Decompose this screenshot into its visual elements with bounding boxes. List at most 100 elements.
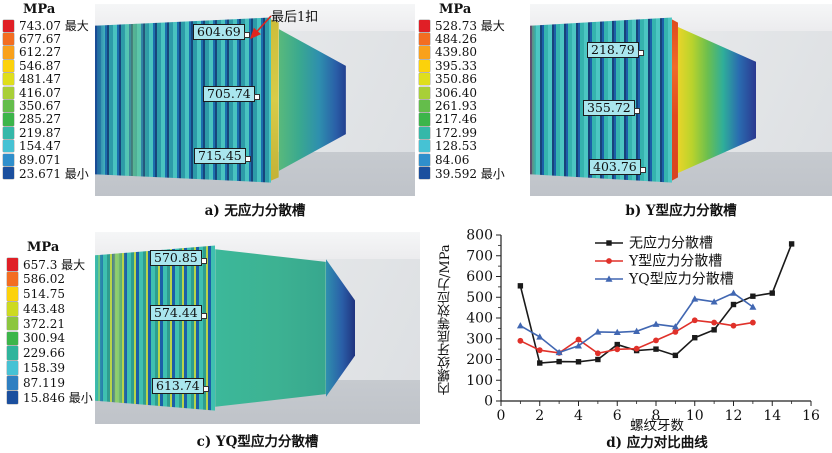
colorbar-b-swatch bbox=[419, 32, 430, 46]
colorbar-b-value: 395.33 bbox=[435, 58, 477, 73]
colorbar-c-swatch bbox=[7, 346, 18, 360]
x-tick-label: 2 bbox=[535, 408, 544, 424]
series-marker-无应力分散槽 bbox=[517, 283, 524, 289]
series-marker-无应力分散槽 bbox=[769, 290, 775, 296]
colorbar-a-swatch bbox=[3, 113, 14, 126]
colorbar-b-entry: 84.06 bbox=[419, 152, 527, 167]
probe-b-1: 218.79 bbox=[587, 42, 644, 58]
y-axis-title: 内螺纹牙底等效应力/MPa bbox=[438, 244, 453, 396]
colorbar-a-value: 219.87 bbox=[19, 125, 61, 140]
colorbar-c-value: 87.119 bbox=[23, 375, 65, 390]
x-tick-label: 10 bbox=[686, 408, 704, 424]
colorbar-c-value: 158.39 bbox=[23, 360, 65, 375]
colorbar-a-entry: 612.27 bbox=[3, 45, 95, 60]
series-marker-YQ型应力分散槽 bbox=[613, 328, 621, 336]
colorbar-c-swatch bbox=[7, 331, 18, 346]
probe-c-3: 613.74 bbox=[152, 378, 209, 394]
caption-a: a) 无应力分散槽 bbox=[204, 203, 306, 219]
y-tick-label: 200 bbox=[466, 352, 493, 368]
legend-label: 无应力分散槽 bbox=[629, 235, 713, 252]
series-marker-无应力分散槽 bbox=[556, 358, 562, 365]
series-marker-YQ型应力分散槽 bbox=[633, 327, 641, 334]
series-marker-Y型应力分散槽 bbox=[575, 336, 582, 343]
model-b: 218.79 355.72 403.76 bbox=[530, 4, 832, 196]
colorbar-a-value: 612.27 bbox=[19, 45, 61, 60]
series-marker-无应力分散槽 bbox=[750, 293, 756, 299]
colorbar-a-value: 416.07 bbox=[19, 85, 61, 100]
colorbar-b-entry: 484.26 bbox=[419, 32, 527, 46]
colorbar-a-swatch bbox=[3, 99, 14, 113]
series-marker-无应力分散槽 bbox=[595, 356, 601, 363]
colorbar-c-unit: MPa bbox=[27, 240, 60, 255]
colorbar-a-value: 23.671 最小 bbox=[19, 166, 89, 181]
colorbar-b-value: 172.99 bbox=[435, 125, 477, 140]
series-marker-无应力分散槽 bbox=[575, 359, 582, 365]
colorbar-c-entry: 300.94 bbox=[7, 331, 99, 346]
colorbar-b-entry: 172.99 bbox=[419, 125, 527, 140]
series-marker-无应力分散槽 bbox=[653, 346, 659, 352]
colorbar-b-swatch bbox=[419, 19, 430, 32]
y-tick-label: 300 bbox=[466, 331, 493, 347]
series-marker-Y型应力分散槽 bbox=[633, 345, 640, 352]
colorbar-b-swatch bbox=[419, 153, 430, 166]
series-marker-Y型应力分散槽 bbox=[672, 329, 679, 335]
legend-marker bbox=[606, 240, 612, 246]
colorbar-a-swatch bbox=[3, 153, 14, 166]
colorbar-c-value: 372.21 bbox=[23, 316, 65, 331]
colorbar-a-entry: 416.07 bbox=[3, 85, 95, 100]
colorbar-c-swatch bbox=[7, 301, 18, 316]
colorbar-a-entry: 285.27 bbox=[3, 112, 95, 127]
colorbar-b-value: 261.93 bbox=[435, 99, 477, 114]
colorbar-b-value: 128.53 bbox=[435, 139, 477, 154]
colorbar-a-entry: 89.071 bbox=[3, 152, 95, 167]
colorbar-b-swatch bbox=[419, 99, 430, 113]
legend-marker bbox=[605, 275, 613, 282]
colorbar-c-value: 514.75 bbox=[23, 286, 65, 301]
colorbar-b-swatch bbox=[419, 73, 430, 86]
model-a: 604.69 705.74 715.45 最后1扣 bbox=[95, 4, 415, 196]
x-tick-label: 4 bbox=[574, 408, 583, 424]
y-tick-label: 100 bbox=[466, 373, 493, 389]
series-marker-YQ型应力分散槽 bbox=[671, 323, 679, 330]
colorbar-b-value: 84.06 bbox=[435, 152, 470, 167]
series-marker-无应力分散槽 bbox=[614, 341, 620, 348]
colorbar-a-unit: MPa bbox=[23, 2, 56, 17]
caption-c: c) YQ型应力分散槽 bbox=[196, 434, 319, 450]
series-marker-无应力分散槽 bbox=[711, 327, 717, 333]
probe-c-2: 574.44 bbox=[150, 305, 207, 321]
series-marker-YQ型应力分散槽 bbox=[516, 322, 524, 329]
colorbar-b-value: 528.73 最大 bbox=[435, 19, 505, 34]
probe-b-3: 403.76 bbox=[589, 159, 646, 175]
legend-marker bbox=[606, 258, 612, 264]
colorbar-c-swatch bbox=[7, 257, 18, 272]
x-tick-label: 16 bbox=[802, 408, 820, 424]
colorbar-b-unit: MPa bbox=[439, 2, 472, 17]
colorbar-a-value: 285.27 bbox=[19, 112, 61, 127]
colorbar-c-entry: 229.66 bbox=[7, 346, 99, 361]
probe-b-2: 355.72 bbox=[583, 100, 640, 116]
colorbar-c-swatch bbox=[7, 287, 18, 301]
model-b-groove-line bbox=[671, 19, 678, 181]
x-tick-label: 8 bbox=[652, 408, 661, 424]
legend-label: Y型应力分散槽 bbox=[628, 253, 722, 270]
colorbar-b-swatch bbox=[419, 46, 430, 59]
probe-a-1: 604.69 bbox=[193, 24, 250, 40]
series-marker-无应力分散槽 bbox=[537, 360, 543, 366]
colorbar-b-swatch bbox=[419, 59, 430, 72]
colorbar-c-value: 657.3 最大 bbox=[23, 257, 86, 272]
stress-comparison-chart: 内螺纹牙底等效应力/MPa 0 100 200 300 400 500 600 700 800 0… bbox=[436, 228, 832, 453]
colorbar-a-swatch bbox=[3, 59, 14, 72]
y-tick-label: 700 bbox=[466, 248, 493, 264]
arrow-icon bbox=[249, 15, 272, 40]
probe-a-2: 705.74 bbox=[203, 86, 260, 102]
colorbar-c-entry: 443.48 bbox=[7, 301, 99, 316]
colorbar-a-value: 481.47 bbox=[19, 72, 61, 87]
colorbar-a-swatch bbox=[3, 86, 14, 99]
series-marker-YQ型应力分散槽 bbox=[710, 298, 718, 305]
colorbar-a-value: 89.071 bbox=[19, 152, 61, 167]
model-c: 570.85 574.44 613.74 bbox=[95, 232, 420, 424]
colorbar-c-value: 15.846 最小 bbox=[23, 391, 93, 406]
colorbar-a-value: 350.67 bbox=[19, 99, 61, 114]
colorbar-b-value: 39.592 最小 bbox=[435, 166, 505, 181]
colorbar-c-entry: 15.846 最小 bbox=[7, 390, 99, 405]
